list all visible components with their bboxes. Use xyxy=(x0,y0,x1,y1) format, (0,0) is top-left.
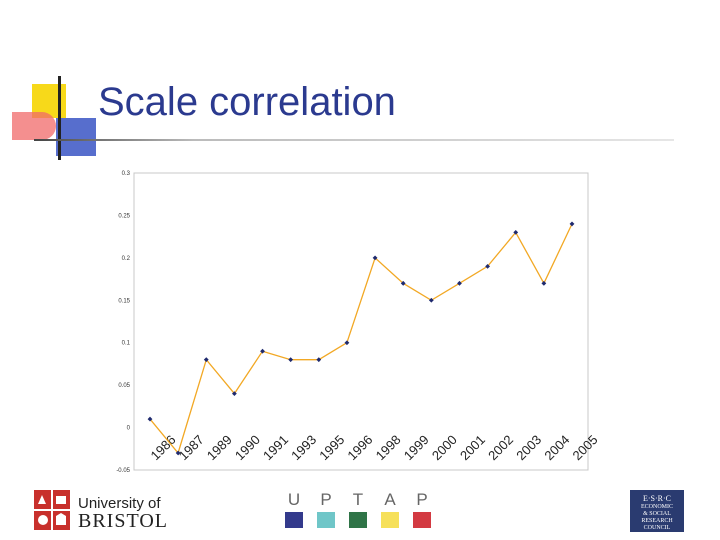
esrc-logo: E·S·R·C ECONOMIC & SOCIAL RESEARCH COUNC… xyxy=(630,490,684,532)
data-point xyxy=(400,280,406,286)
bristol-crest-icon xyxy=(34,490,70,530)
slide-title: Scale correlation xyxy=(98,80,396,124)
data-point xyxy=(203,357,209,363)
esrc-logo-line: RESEARCH xyxy=(641,518,673,524)
data-point xyxy=(260,348,265,354)
y-tick-label: -0.05 xyxy=(116,468,130,474)
x-tick-label: 2000 xyxy=(429,432,460,463)
data-point xyxy=(288,357,294,363)
esrc-logo-line: E·S·R·C xyxy=(643,494,671,503)
series-line xyxy=(149,223,573,455)
x-tick-label: 1996 xyxy=(344,432,375,463)
uptap-swatch xyxy=(381,512,399,528)
x-tick-label: 2002 xyxy=(485,432,516,463)
esrc-logo-line: & SOCIAL xyxy=(643,511,671,517)
plot-frame xyxy=(133,172,589,471)
x-tick-label: 1995 xyxy=(316,432,347,463)
decor-vertical-line xyxy=(58,76,61,160)
esrc-logo-line: COUNCIL xyxy=(643,525,671,531)
uptap-item: U xyxy=(284,490,304,528)
esrc-logo-line: ECONOMIC xyxy=(640,504,673,510)
data-point xyxy=(344,340,350,346)
y-tick-label: 0.15 xyxy=(118,298,130,304)
x-tick-label: 2005 xyxy=(570,432,600,463)
line-chart: -0.0500.050.10.150.20.250.31986198719891… xyxy=(116,171,600,474)
y-tick-label: 0 xyxy=(127,426,131,432)
data-point xyxy=(372,255,378,261)
data-point xyxy=(175,450,181,456)
y-tick-label: 0.3 xyxy=(122,171,131,177)
decor-blue-square xyxy=(56,118,96,156)
university-of-bristol-logo: University of BRISTOL xyxy=(34,486,184,534)
x-tick-label: 1993 xyxy=(288,432,319,463)
x-tick-label: 1999 xyxy=(401,432,432,463)
bristol-logo-line1: University of xyxy=(78,495,161,512)
uptap-item: T xyxy=(348,490,368,528)
y-tick-label: 0.05 xyxy=(118,383,130,389)
x-tick-label: 2004 xyxy=(541,432,572,463)
data-point xyxy=(569,221,575,227)
bristol-logo-line2: BRISTOL xyxy=(78,510,168,532)
data-point xyxy=(485,263,490,269)
uptap-letter: A xyxy=(384,490,396,509)
data-point xyxy=(428,297,434,303)
x-tick-label: 1989 xyxy=(204,432,235,463)
uptap-letter: P xyxy=(416,490,428,509)
uptap-item: P xyxy=(412,490,432,528)
decor-red-shape xyxy=(12,112,56,140)
title-underline xyxy=(34,139,674,141)
y-tick-label: 0.2 xyxy=(122,256,131,262)
uptap-letter: P xyxy=(320,490,332,509)
x-tick-label: 1998 xyxy=(373,432,404,463)
data-point xyxy=(541,280,547,286)
data-point xyxy=(457,280,462,286)
uptap-item: P xyxy=(316,490,336,528)
uptap-swatch xyxy=(349,512,367,528)
x-tick-label: 2001 xyxy=(457,432,488,463)
uptap-item: A xyxy=(380,490,400,528)
data-point xyxy=(147,416,153,422)
y-tick-label: 0.1 xyxy=(122,341,131,347)
uptap-letter: T xyxy=(352,490,364,509)
data-point xyxy=(232,391,237,397)
uptap-letter: U xyxy=(287,490,301,509)
x-tick-label: 1990 xyxy=(232,432,263,463)
uptap-swatch xyxy=(413,512,431,528)
x-tick-label: 2003 xyxy=(513,432,544,463)
uptap-swatch xyxy=(285,512,303,528)
x-tick-label: 1991 xyxy=(260,432,291,463)
data-point xyxy=(316,357,322,363)
y-tick-label: 0.25 xyxy=(118,213,130,219)
uptap-logo: U P T A P xyxy=(284,490,444,530)
uptap-swatch xyxy=(317,512,335,528)
